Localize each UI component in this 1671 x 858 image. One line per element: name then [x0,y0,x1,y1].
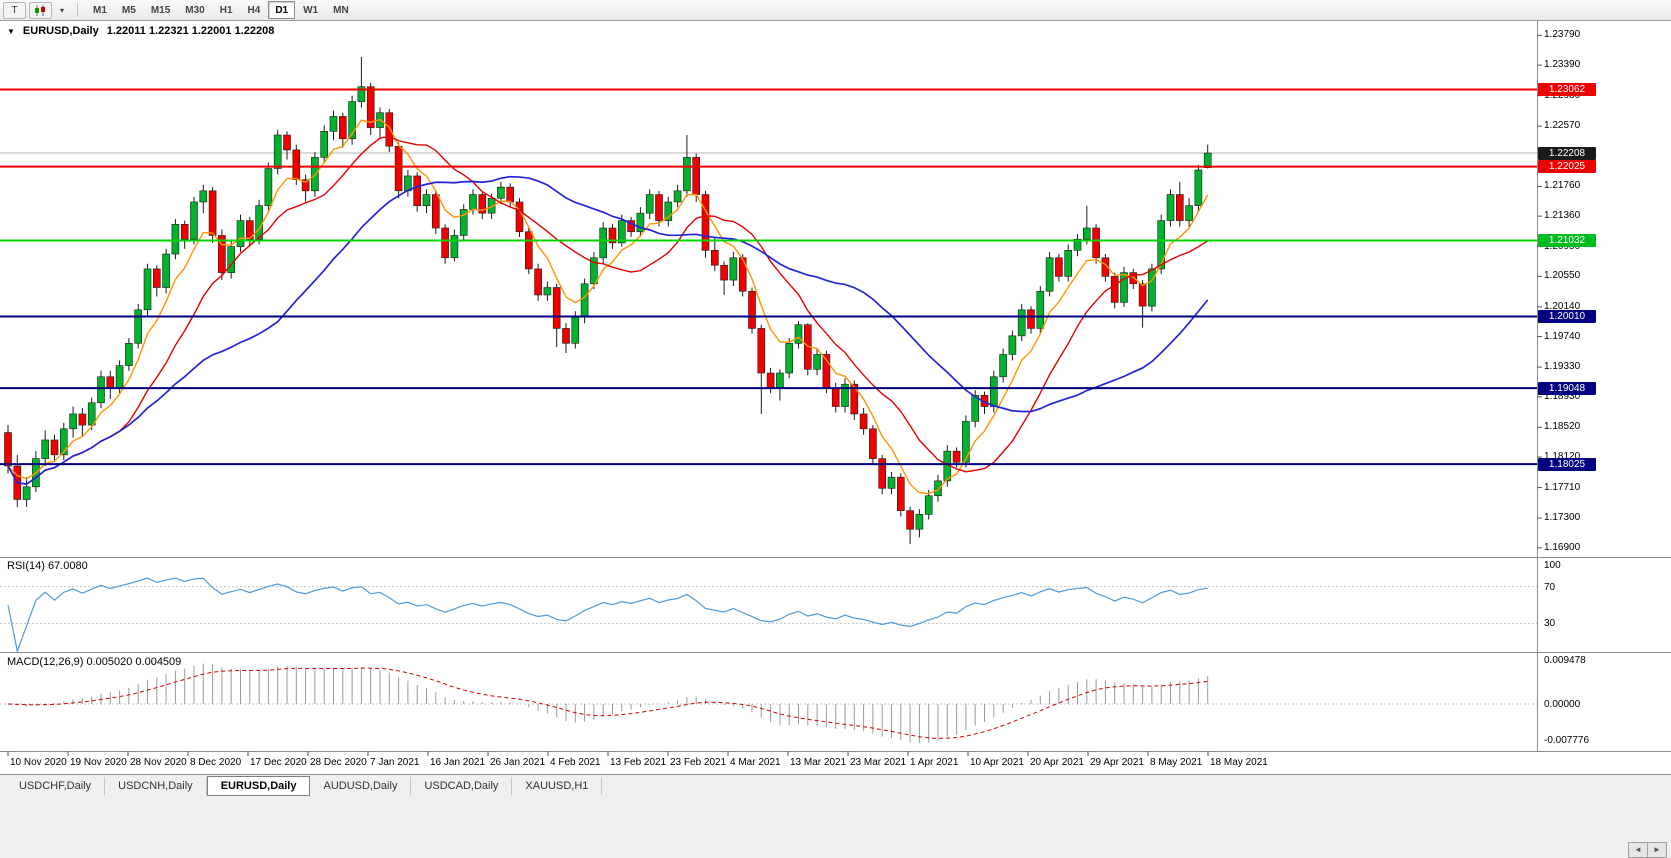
price-tick-label: 1.19330 [1544,361,1581,373]
timeframe-button-group: M1 M5 M15 M30 H1 H4 D1 W1 MN [86,1,356,19]
date-axis-label: 20 Apr 2021 [1030,757,1084,768]
toolbar-handle-button[interactable]: T [3,1,26,19]
timeframe-button-h1[interactable]: H1 [219,4,233,16]
date-axis-label: 28 Dec 2020 [310,757,367,768]
date-axis-label: 28 Nov 2020 [130,757,187,768]
price-tick-label: 1.21360 [1544,210,1581,222]
price-tick-label: 1.20550 [1544,270,1581,282]
date-axis-label: 1 Apr 2021 [910,757,959,768]
macd-axis-label: 0.009478 [1544,655,1586,666]
chart-symbol-label: EURUSD,Daily [22,25,99,37]
date-axis-label: 8 Dec 2020 [190,757,242,768]
macd-axis-label: -0.007776 [1544,735,1590,747]
chart-tab-audusd[interactable]: AUDUSD,Daily [310,777,412,795]
chart-tab-usdchf[interactable]: USDCHF,Daily [6,777,106,795]
date-axis-label: 23 Feb 2021 [670,757,727,768]
date-axis-label: 13 Feb 2021 [610,757,667,768]
price-tick-label: 1.19740 [1544,330,1581,342]
price-tick-label: 1.16900 [1544,541,1581,553]
price-badge: 1.20010 [1538,310,1596,324]
chart-tab-bar: USDCHF,Daily USDCNH,Daily EURUSD,Daily AUDU… [0,774,1671,797]
date-axis-label: 13 Mar 2021 [790,757,847,768]
chart-tab-usdcnh[interactable]: USDCNH,Daily [105,777,207,795]
scroll-right-button[interactable]: ► [1647,842,1667,858]
chart-type-button[interactable] [29,1,52,19]
price-tick-label: 1.21760 [1544,180,1581,192]
scroll-left-button[interactable]: ◄ [1628,842,1648,858]
price-badge: 1.22025 [1538,160,1596,174]
rsi-indicator-label: RSI(14) 67.0080 [7,560,88,572]
rsi-level-label: 30 [1544,618,1556,630]
rsi-level-label: 100 [1544,560,1561,571]
date-axis-label: 26 Jan 2021 [490,757,546,768]
date-axis-label: 23 Mar 2021 [850,757,907,768]
bottom-strip: ◄ ► [0,796,1671,858]
price-tick-label: 1.18120 [1544,451,1581,463]
timeframe-button-m5[interactable]: M5 [121,4,136,16]
rsi-level-label: 70 [1544,581,1556,593]
chart-title: ▼ EURUSD,Daily 1.22011 1.22321 1.22001 1… [7,25,274,37]
price-badge: 1.22208 [1538,146,1596,160]
date-axis-label: 17 Dec 2020 [250,757,307,768]
date-axis-label: 8 May 2021 [1150,757,1203,768]
candlestick-chart-icon [35,4,45,16]
date-axis-label: 29 Apr 2021 [1090,757,1144,768]
price-tick-label: 1.23390 [1544,59,1581,71]
toolbar-separator [77,3,78,17]
price-badge: 1.19048 [1538,381,1596,395]
date-axis-label: 10 Apr 2021 [970,757,1024,768]
price-badge: 1.23062 [1538,83,1596,97]
price-tick-label: 1.17300 [1544,512,1581,524]
chart-tab-eurusd[interactable]: EURUSD,Daily [206,776,311,796]
price-tick-label: 1.20140 [1544,300,1581,312]
chart-tab-usdcad[interactable]: USDCAD,Daily [411,777,513,795]
timeframe-button-m1[interactable]: M1 [93,4,107,16]
date-axis-label: 4 Feb 2021 [550,757,601,768]
top-toolbar: T ▾ M1 M5 M15 M30 H1 H4 D1 W1 MN [0,0,1671,21]
timeframe-button-d1[interactable]: D1 [268,1,296,19]
price-badge: 1.18025 [1538,457,1596,471]
price-tick-label: 1.18520 [1544,421,1581,433]
macd-axis-label: 0.00000 [1544,699,1581,710]
date-axis-label: 19 Nov 2020 [70,757,127,768]
timeframe-button-m30[interactable]: M30 [185,4,205,16]
price-badge: 1.21032 [1538,234,1596,247]
date-axis-label: 16 Jan 2021 [430,757,486,768]
timeframe-button-m15[interactable]: M15 [150,4,171,16]
price-tick-label: 1.18930 [1544,390,1581,402]
timeframe-button-w1[interactable]: W1 [303,4,319,16]
timeframe-button-mn[interactable]: MN [333,4,349,16]
date-axis-label: 4 Mar 2021 [730,757,781,768]
chart-tab-xauusd[interactable]: XAUUSD,H1 [512,777,603,795]
macd-indicator-label: MACD(12,26,9) 0.005020 0.004509 [7,656,182,668]
date-axis-label: 18 May 2021 [1210,757,1268,768]
chart-dropdown-caret-icon[interactable]: ▾ [59,5,64,15]
timeframe-button-h4[interactable]: H4 [247,4,261,16]
date-axis-label: 10 Nov 2020 [10,757,67,768]
price-tick-label: 1.22570 [1544,120,1581,132]
chart-ohlc-values: 1.22011 1.22321 1.22001 1.22208 [106,25,275,37]
price-tick-label: 1.17710 [1544,481,1581,493]
price-tick-label: 1.23790 [1544,29,1581,41]
chart-collapse-icon[interactable]: ▼ [7,26,15,36]
date-axis-label: 7 Jan 2021 [370,757,420,768]
